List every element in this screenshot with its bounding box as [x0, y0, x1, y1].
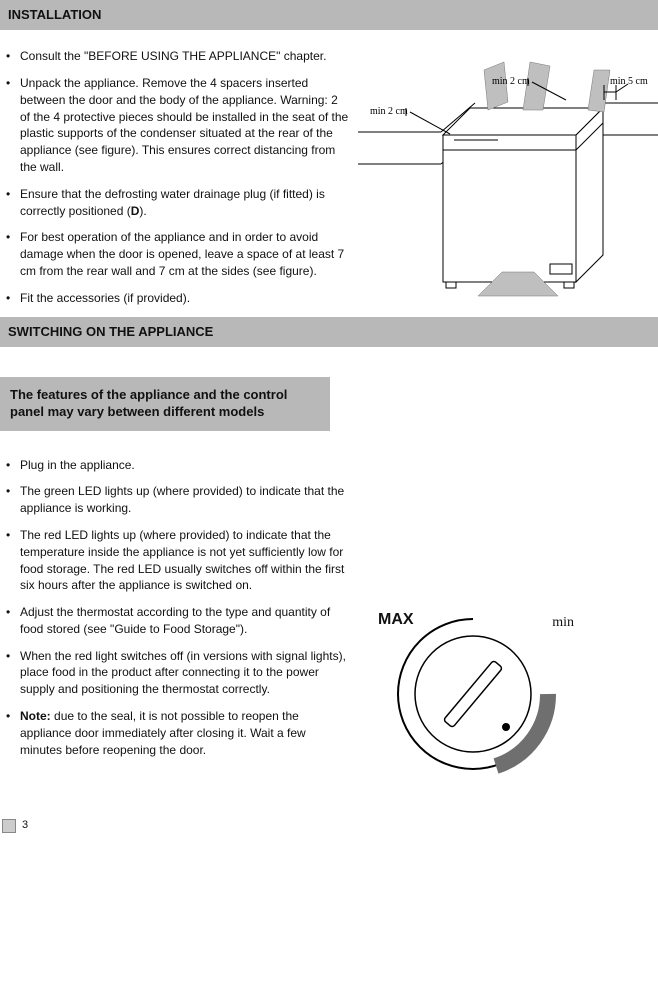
label-min-2cm-mid: min 2 cm [492, 76, 530, 87]
label-min-2cm-left: min 2 cm [370, 106, 408, 117]
switch-item-4: Adjust the thermostat according to the t… [6, 604, 350, 638]
install-item-2: Unpack the appliance. Remove the 4 space… [6, 75, 350, 176]
page-footer: 3 [0, 813, 658, 833]
switch-item-6-text: due to the seal, it is not possible to r… [20, 709, 306, 757]
label-min-5cm: min 5 cm [610, 76, 648, 87]
switching-on-list: Plug in the appliance. The green LED lig… [0, 457, 350, 759]
thermostat-dial [388, 609, 558, 779]
dial-label-max: MAX [378, 609, 414, 631]
section-header-switching-on: SWITCHING ON THE APPLIANCE [0, 317, 658, 347]
section-header-installation: INSTALLATION [0, 0, 658, 30]
subheading-features-vary: The features of the appliance and the co… [0, 377, 330, 431]
clearance-diagram: min 2 cm min 2 cm min 5 cm [358, 40, 658, 300]
install-item-4: For best operation of the appliance and … [6, 229, 350, 279]
switch-item-3: The red LED lights up (where provided) t… [6, 527, 350, 594]
switch-item-1: Plug in the appliance. [6, 457, 350, 474]
install-list: Consult the "BEFORE USING THE APPLIANCE"… [0, 48, 350, 306]
install-item-1: Consult the "BEFORE USING THE APPLIANCE"… [6, 48, 350, 65]
dial-label-min: min [552, 613, 574, 633]
install-item-3: Ensure that the defrosting water drainag… [6, 186, 350, 220]
install-item-4-figref: (see figure). [249, 264, 316, 278]
switch-item-5: When the red light switches off (in vers… [6, 648, 350, 698]
install-item-5: Fit the accessories (if provided). [6, 290, 350, 307]
install-item-3-text: Ensure that the defrosting water drainag… [20, 187, 325, 218]
footer-box-icon [2, 819, 16, 833]
page-number: 3 [22, 818, 28, 833]
switch-item-6: Note: due to the seal, it is not possibl… [6, 708, 350, 758]
install-item-2-text: Unpack the appliance. Remove the 4 space… [20, 76, 348, 174]
switch-item-2: The green LED lights up (where provided)… [6, 483, 350, 517]
